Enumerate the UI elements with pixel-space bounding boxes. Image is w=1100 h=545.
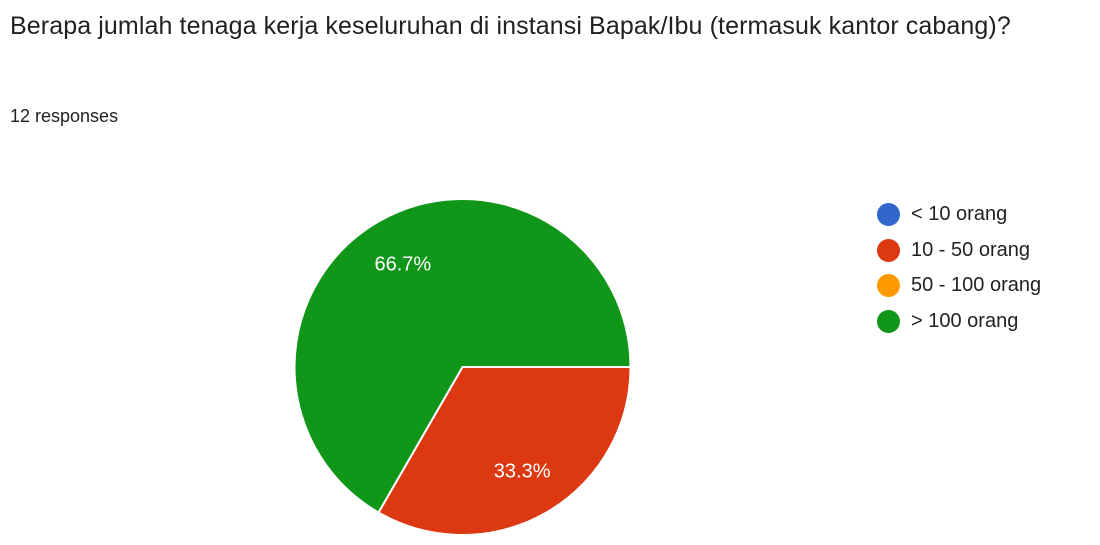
legend-dot-icon <box>877 238 900 262</box>
legend-dot-icon <box>877 309 900 333</box>
legend-item[interactable]: > 100 orang <box>877 304 1041 340</box>
response-count: 12 responses <box>10 106 119 126</box>
legend-dot-icon <box>877 274 900 298</box>
legend-label: 50 - 100 orang <box>911 274 1042 297</box>
question-title: Berapa jumlah tenaga kerja keseluruhan d… <box>10 12 1011 40</box>
pie-slice-3[interactable] <box>293 198 632 514</box>
legend-item[interactable]: < 10 orang <box>877 197 1041 233</box>
slice-label: 33.3% <box>494 460 551 482</box>
pie-slice-1[interactable] <box>377 366 632 536</box>
legend-item[interactable]: 50 - 100 orang <box>877 268 1041 304</box>
legend: < 10 orang 10 - 50 orang 50 - 100 orang > 1… <box>877 197 1041 339</box>
legend-dot-icon <box>877 203 900 227</box>
legend-label: > 100 orang <box>911 309 1019 332</box>
legend-item[interactable]: 10 - 50 orang <box>877 233 1041 269</box>
legend-label: 10 - 50 orang <box>911 238 1030 261</box>
slice-label: 66.7% <box>375 254 432 276</box>
legend-label: < 10 orang <box>911 203 1008 226</box>
